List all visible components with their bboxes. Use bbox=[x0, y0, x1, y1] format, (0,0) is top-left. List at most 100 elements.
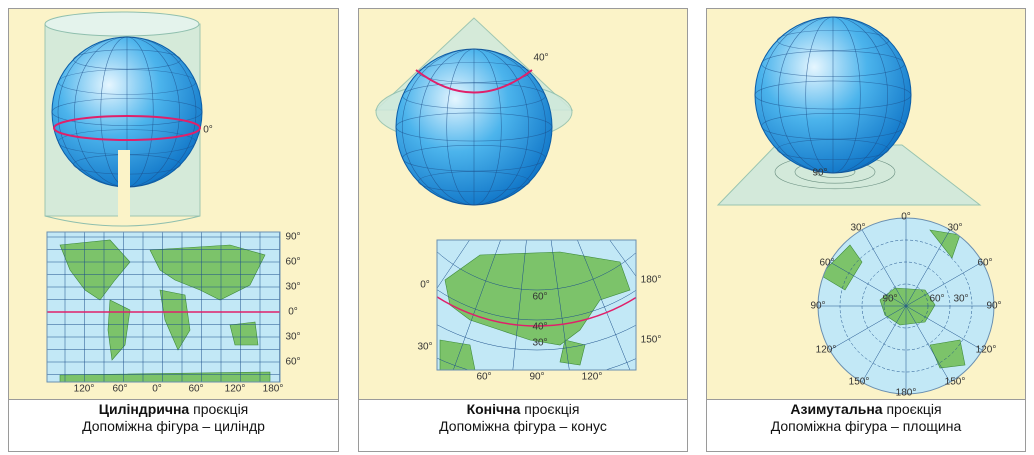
plane bbox=[716, 144, 982, 206]
meridian bbox=[577, 240, 631, 370]
degree-label: 120° bbox=[74, 384, 95, 395]
standard-parallel bbox=[415, 69, 533, 94]
parallel bbox=[51, 98, 203, 126]
meridian bbox=[905, 305, 951, 383]
standard-parallel bbox=[437, 295, 636, 327]
degree-label: 90° bbox=[810, 301, 825, 312]
cylinder-bottom bbox=[44, 215, 201, 227]
degree-label: 60° bbox=[112, 384, 127, 395]
degree-label: 180° bbox=[263, 384, 284, 395]
caption-bold: Конічна bbox=[466, 401, 521, 417]
parallel bbox=[73, 49, 181, 70]
parallel bbox=[57, 69, 197, 95]
map-frame bbox=[46, 231, 281, 383]
degree-label: 150° bbox=[945, 377, 966, 388]
degree-label: 120° bbox=[582, 372, 603, 383]
land bbox=[59, 239, 131, 301]
meridian bbox=[512, 240, 527, 370]
parallel bbox=[776, 30, 890, 51]
degree-label: 60° bbox=[188, 384, 203, 395]
meridian bbox=[905, 305, 983, 351]
degree-label: 180° bbox=[641, 275, 662, 286]
meridian bbox=[861, 229, 907, 307]
degree-label: 90° bbox=[285, 232, 300, 243]
degree-label: 0° bbox=[420, 280, 430, 291]
map-frame bbox=[817, 217, 995, 395]
caption: Конічна проєкція Допоміжна фігура – конус bbox=[359, 401, 687, 435]
degree-label: 60° bbox=[977, 258, 992, 269]
subtitle: Допоміжна фігура – конус bbox=[439, 418, 607, 434]
degree-label: 0° bbox=[901, 212, 911, 223]
degree-label: 30° bbox=[285, 282, 300, 293]
land bbox=[149, 244, 266, 301]
parallel bbox=[761, 50, 905, 77]
degree-label: 30° bbox=[953, 294, 968, 305]
caption-rest: проєкція bbox=[886, 401, 942, 417]
degree-label: 120° bbox=[976, 345, 997, 356]
degree-label: 0° bbox=[288, 307, 298, 318]
parallel bbox=[402, 145, 546, 172]
subtitle: Допоміжна фігура – циліндр bbox=[82, 418, 265, 434]
land bbox=[559, 339, 586, 366]
meridian bbox=[550, 240, 570, 370]
group bbox=[818, 218, 994, 394]
degree-label: 30° bbox=[947, 223, 962, 234]
parallel bbox=[395, 112, 553, 142]
degree-label: 150° bbox=[849, 377, 870, 388]
caption-rest: проєкція bbox=[193, 401, 249, 417]
parallel bbox=[754, 80, 912, 110]
meridian bbox=[453, 240, 501, 370]
degree-label: 60° bbox=[476, 372, 491, 383]
meridian bbox=[905, 261, 983, 307]
degree-label: 60° bbox=[285, 257, 300, 268]
parallel bbox=[417, 171, 531, 192]
cylinder-top bbox=[44, 11, 200, 37]
caption-bold: Азимутальна bbox=[790, 401, 883, 417]
degree-label: 180° bbox=[896, 388, 917, 399]
degree-label: 60° bbox=[285, 357, 300, 368]
group bbox=[437, 240, 636, 370]
land bbox=[229, 321, 259, 346]
degree-label: 90° bbox=[529, 372, 544, 383]
group bbox=[47, 232, 280, 382]
degree-label: 60° bbox=[929, 294, 944, 305]
map-frame bbox=[436, 239, 637, 371]
meridian bbox=[905, 229, 951, 307]
meridian bbox=[861, 305, 907, 383]
land bbox=[819, 244, 863, 291]
parallel bbox=[437, 324, 636, 351]
degree-label: 30° bbox=[532, 338, 547, 349]
caption: Циліндрична проєкція Допоміжна фігура – ц… bbox=[9, 401, 338, 435]
degree-label: 30° bbox=[417, 342, 432, 353]
land bbox=[444, 251, 631, 346]
land bbox=[929, 339, 966, 369]
subtitle: Допоміжна фігура – площина bbox=[770, 418, 962, 434]
parallel bbox=[402, 82, 546, 109]
caption-bold: Циліндрична bbox=[98, 401, 190, 417]
degree-label: 90° bbox=[986, 301, 1001, 312]
land bbox=[439, 339, 476, 370]
degree-label: 30° bbox=[850, 223, 865, 234]
land bbox=[159, 289, 191, 351]
degree-label: 0° bbox=[152, 384, 162, 395]
degree-label: 90° bbox=[882, 294, 897, 305]
meridian bbox=[829, 305, 907, 351]
meridian bbox=[437, 240, 470, 289]
degree-label: 90° bbox=[812, 168, 827, 179]
meridian bbox=[829, 261, 907, 307]
degree-label: 0° bbox=[203, 125, 213, 136]
degree-label: 120° bbox=[225, 384, 246, 395]
degree-label: 30° bbox=[285, 332, 300, 343]
degree-label: 60° bbox=[532, 292, 547, 303]
degree-label: 150° bbox=[641, 335, 662, 346]
degree-label: 60° bbox=[819, 258, 834, 269]
parallel bbox=[437, 289, 636, 321]
cylinder-slot bbox=[118, 150, 130, 218]
land bbox=[107, 299, 131, 361]
parallel bbox=[437, 251, 636, 291]
degree-label: 40° bbox=[532, 322, 547, 333]
caption: Азимутальна проєкція Допоміжна фігура – п… bbox=[707, 401, 1025, 435]
degree-label: 40° bbox=[533, 53, 548, 64]
